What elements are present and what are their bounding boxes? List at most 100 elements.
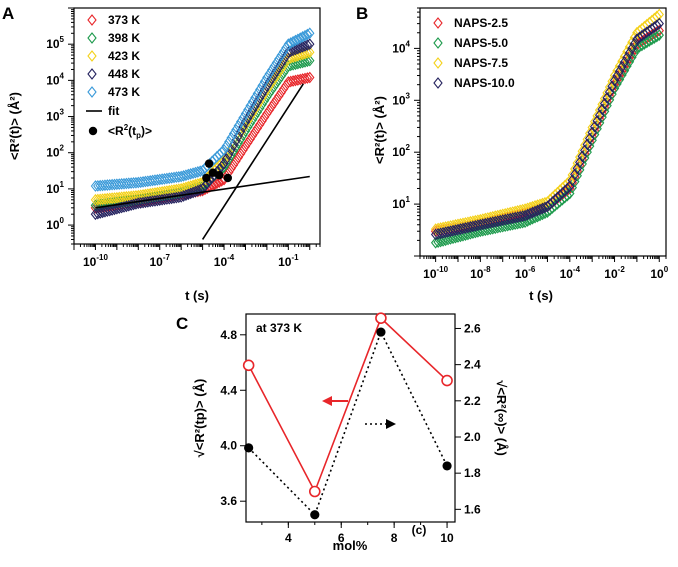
b-point xyxy=(614,65,625,78)
b-point xyxy=(617,60,627,73)
b-point xyxy=(597,103,607,116)
b-point xyxy=(515,210,525,223)
a-point xyxy=(174,191,184,204)
b-point xyxy=(575,156,585,169)
b-legend-marker xyxy=(433,57,443,69)
b-point xyxy=(577,145,587,158)
a-legend-marker xyxy=(87,14,97,26)
a-y-tick-label: 100 xyxy=(46,216,64,232)
b-point xyxy=(567,169,578,181)
b-legend-marker xyxy=(433,77,443,89)
b-point xyxy=(520,209,530,222)
a-legend-marker xyxy=(87,50,97,62)
a-point xyxy=(274,90,284,102)
a-x-tick-label: 10-1 xyxy=(278,253,299,269)
a-point xyxy=(178,182,189,195)
b-point xyxy=(654,29,664,42)
a-point xyxy=(286,37,296,49)
c-x-tick-label: 4 xyxy=(285,531,292,545)
c-yr-tick-label: 2.2 xyxy=(464,394,481,408)
a-legend-label: 423 K xyxy=(108,49,140,63)
b-legend-box xyxy=(428,11,536,95)
b-y-tick-label: 103 xyxy=(392,91,410,107)
b-point xyxy=(458,222,468,235)
b-point xyxy=(589,115,600,128)
b-point xyxy=(599,97,610,110)
b-point xyxy=(582,138,592,151)
b-point xyxy=(430,228,441,241)
c-right-axis-arrowhead xyxy=(386,419,396,429)
a-point xyxy=(178,169,189,182)
b-point xyxy=(572,157,582,169)
a-y-tick-label: 101 xyxy=(46,180,64,196)
a-point xyxy=(300,29,310,42)
b-series-3 xyxy=(430,17,664,241)
a-y-tick-label: 105 xyxy=(46,35,64,51)
b-point xyxy=(575,151,585,164)
b-point xyxy=(570,163,580,175)
a-point xyxy=(190,185,201,198)
b-point xyxy=(604,86,615,98)
c-point-right xyxy=(442,461,452,471)
a-y-tick-label: 103 xyxy=(46,108,64,124)
a-point xyxy=(269,97,279,110)
b-x-tick-label: 10-4 xyxy=(560,265,581,281)
b-point xyxy=(465,221,476,233)
c-x-tick-label: 6 xyxy=(338,531,345,545)
c-left-axis-arrowhead xyxy=(322,396,332,406)
a-legend-label: 473 K xyxy=(108,85,140,99)
b-x-tick-label: 10-2 xyxy=(604,265,625,281)
a-point xyxy=(176,183,186,195)
b-point xyxy=(455,223,466,235)
chart-b: 10-10 10-8 10-6 10-4 10-2 100 101 102 103 104 NAPS… xyxy=(372,7,669,303)
b-point xyxy=(607,80,617,93)
a-point xyxy=(293,42,303,55)
b-x-axis-label: t (s) xyxy=(529,288,553,303)
chart-c: 4 6 8 10 3.6 4.0 4.4 4.8 1.6 1.8 2.0 2.2 2.4 2.6 at 37… xyxy=(192,312,509,553)
b-point xyxy=(622,51,632,64)
a-x-tick-label: 10-10 xyxy=(83,253,108,269)
b-y-tick-label: 102 xyxy=(392,143,410,159)
c-yl-tick-label: 4.4 xyxy=(220,383,237,397)
b-legend-label: NAPS-7.5 xyxy=(454,56,508,70)
c-stray-label: (c) xyxy=(412,523,427,537)
a-tp-point xyxy=(223,173,233,183)
c-yr-tick-label: 1.8 xyxy=(464,466,481,480)
b-point xyxy=(652,10,662,23)
panel-b-letter: B xyxy=(356,4,368,23)
a-point xyxy=(193,166,203,178)
b-point xyxy=(440,226,451,239)
b-x-tick-label: 10-10 xyxy=(423,265,448,281)
c-yr-tick-label: 2.6 xyxy=(464,321,481,335)
c-yr-tick-label: 1.6 xyxy=(464,502,481,516)
a-series-3 xyxy=(90,38,315,221)
c-y-left-label: √<R²(tp)> (Å) xyxy=(192,379,207,458)
a-point xyxy=(181,169,191,182)
a-point xyxy=(183,168,194,181)
c-point-left xyxy=(441,374,453,387)
b-point xyxy=(587,126,597,139)
b-point xyxy=(627,42,637,55)
a-point xyxy=(283,46,294,59)
b-point xyxy=(629,37,640,50)
c-series-line-1 xyxy=(248,330,448,517)
b-point xyxy=(537,202,548,215)
a-legend-marker xyxy=(87,86,97,98)
a-point xyxy=(302,28,313,41)
b-point xyxy=(453,223,463,236)
c-frame xyxy=(245,313,456,523)
a-point xyxy=(236,125,246,138)
b-point xyxy=(470,219,481,232)
b-point xyxy=(438,226,448,239)
b-legend-label: NAPS-2.5 xyxy=(454,16,508,30)
b-point xyxy=(443,225,453,238)
b-point xyxy=(652,30,662,43)
b-point xyxy=(572,162,582,175)
a-legend-tp-label: <R2(tp)> xyxy=(108,123,152,140)
a-point xyxy=(176,191,186,203)
a-frame xyxy=(73,7,321,245)
b-point xyxy=(592,115,602,127)
b-legend-label: NAPS-5.0 xyxy=(454,36,508,50)
b-legend-label: NAPS-10.0 xyxy=(454,76,515,90)
